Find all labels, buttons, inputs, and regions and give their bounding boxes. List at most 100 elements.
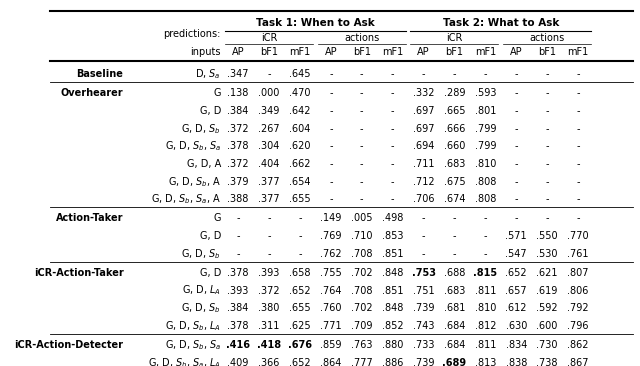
Text: bF1: bF1	[538, 48, 556, 57]
Text: .676: .676	[288, 340, 312, 350]
Text: Task 2: What to Ask: Task 2: What to Ask	[443, 18, 559, 28]
Text: .810: .810	[475, 303, 496, 313]
Text: .684: .684	[444, 340, 465, 350]
Text: -: -	[576, 194, 580, 204]
Text: .332: .332	[413, 88, 435, 98]
Text: .662: .662	[289, 159, 310, 169]
Text: mF1: mF1	[568, 48, 589, 57]
Text: .862: .862	[567, 340, 589, 350]
Text: -: -	[298, 231, 301, 241]
Text: .366: .366	[259, 358, 280, 366]
Text: -: -	[422, 249, 425, 259]
Text: .851: .851	[382, 285, 403, 295]
Text: -: -	[236, 231, 240, 241]
Text: mF1: mF1	[382, 48, 403, 57]
Text: .665: .665	[444, 106, 465, 116]
Text: -: -	[484, 69, 487, 79]
Text: -: -	[545, 177, 549, 187]
Text: .388: .388	[227, 194, 249, 204]
Text: .733: .733	[413, 340, 435, 350]
Text: .761: .761	[567, 249, 589, 259]
Text: -: -	[422, 231, 425, 241]
Text: -: -	[329, 194, 333, 204]
Text: -: -	[298, 213, 301, 223]
Text: .655: .655	[289, 303, 311, 313]
Text: -: -	[329, 159, 333, 169]
Text: .621: .621	[536, 268, 558, 278]
Text: G, D, A: G, D, A	[187, 159, 221, 169]
Text: .378: .378	[227, 141, 249, 151]
Text: .380: .380	[259, 303, 280, 313]
Text: .753: .753	[412, 268, 435, 278]
Text: .655: .655	[289, 194, 311, 204]
Text: -: -	[360, 69, 364, 79]
Text: -: -	[515, 106, 518, 116]
Text: .815: .815	[473, 268, 497, 278]
Text: -: -	[391, 141, 394, 151]
Text: AP: AP	[417, 48, 430, 57]
Text: -: -	[545, 213, 549, 223]
Text: .530: .530	[536, 249, 558, 259]
Text: -: -	[236, 249, 240, 259]
Text: actions: actions	[344, 33, 380, 43]
Text: .384: .384	[227, 106, 249, 116]
Text: -: -	[422, 69, 425, 79]
Text: .289: .289	[444, 88, 465, 98]
Bar	[51, 337, 633, 354]
Text: .799: .799	[475, 124, 496, 134]
Text: -: -	[268, 231, 271, 241]
Text: .880: .880	[382, 340, 403, 350]
Text: .711: .711	[413, 159, 435, 169]
Text: -: -	[329, 69, 333, 79]
Text: -: -	[576, 124, 580, 134]
Text: iCR: iCR	[261, 33, 277, 43]
Text: -: -	[515, 177, 518, 187]
Text: AP: AP	[510, 48, 522, 57]
Text: .379: .379	[227, 177, 249, 187]
Text: -: -	[360, 194, 364, 204]
Text: -: -	[515, 194, 518, 204]
Text: -: -	[360, 106, 364, 116]
Text: .763: .763	[351, 340, 372, 350]
Text: .645: .645	[289, 69, 310, 79]
Text: .681: .681	[444, 303, 465, 313]
Text: .853: .853	[382, 231, 403, 241]
Text: -: -	[329, 141, 333, 151]
Text: AP: AP	[324, 48, 337, 57]
Text: .730: .730	[536, 340, 558, 350]
Text: .760: .760	[320, 303, 342, 313]
Text: G, D, $S_b$, $S_a$: G, D, $S_b$, $S_a$	[164, 139, 221, 153]
Text: .811: .811	[475, 340, 496, 350]
Text: inputs: inputs	[190, 48, 220, 57]
Text: -: -	[360, 124, 364, 134]
Text: G, D, $S_b$: G, D, $S_b$	[181, 301, 221, 315]
Text: G, D: G, D	[200, 106, 221, 116]
Text: .807: .807	[567, 268, 589, 278]
Text: .384: .384	[227, 303, 249, 313]
Text: .684: .684	[444, 321, 465, 331]
Text: .378: .378	[227, 268, 249, 278]
Bar	[51, 355, 633, 366]
Text: bF1: bF1	[445, 48, 463, 57]
Text: -: -	[360, 88, 364, 98]
Text: .755: .755	[320, 268, 342, 278]
Text: G, D, $S_b$, A: G, D, $S_b$, A	[168, 175, 221, 188]
Text: .652: .652	[506, 268, 527, 278]
Text: .712: .712	[413, 177, 435, 187]
Text: .409: .409	[227, 358, 249, 366]
Text: .867: .867	[567, 358, 589, 366]
Text: .138: .138	[227, 88, 249, 98]
Text: -: -	[515, 213, 518, 223]
Text: .498: .498	[382, 213, 403, 223]
Text: .799: .799	[475, 141, 496, 151]
Text: .762: .762	[320, 249, 342, 259]
Text: .657: .657	[506, 285, 527, 295]
Text: .675: .675	[444, 177, 465, 187]
Text: iCR-Action-Taker: iCR-Action-Taker	[34, 268, 124, 278]
Text: -: -	[545, 106, 549, 116]
Text: .267: .267	[258, 124, 280, 134]
Text: .769: .769	[320, 231, 342, 241]
Text: -: -	[329, 88, 333, 98]
Text: .770: .770	[567, 231, 589, 241]
Text: .859: .859	[320, 340, 342, 350]
